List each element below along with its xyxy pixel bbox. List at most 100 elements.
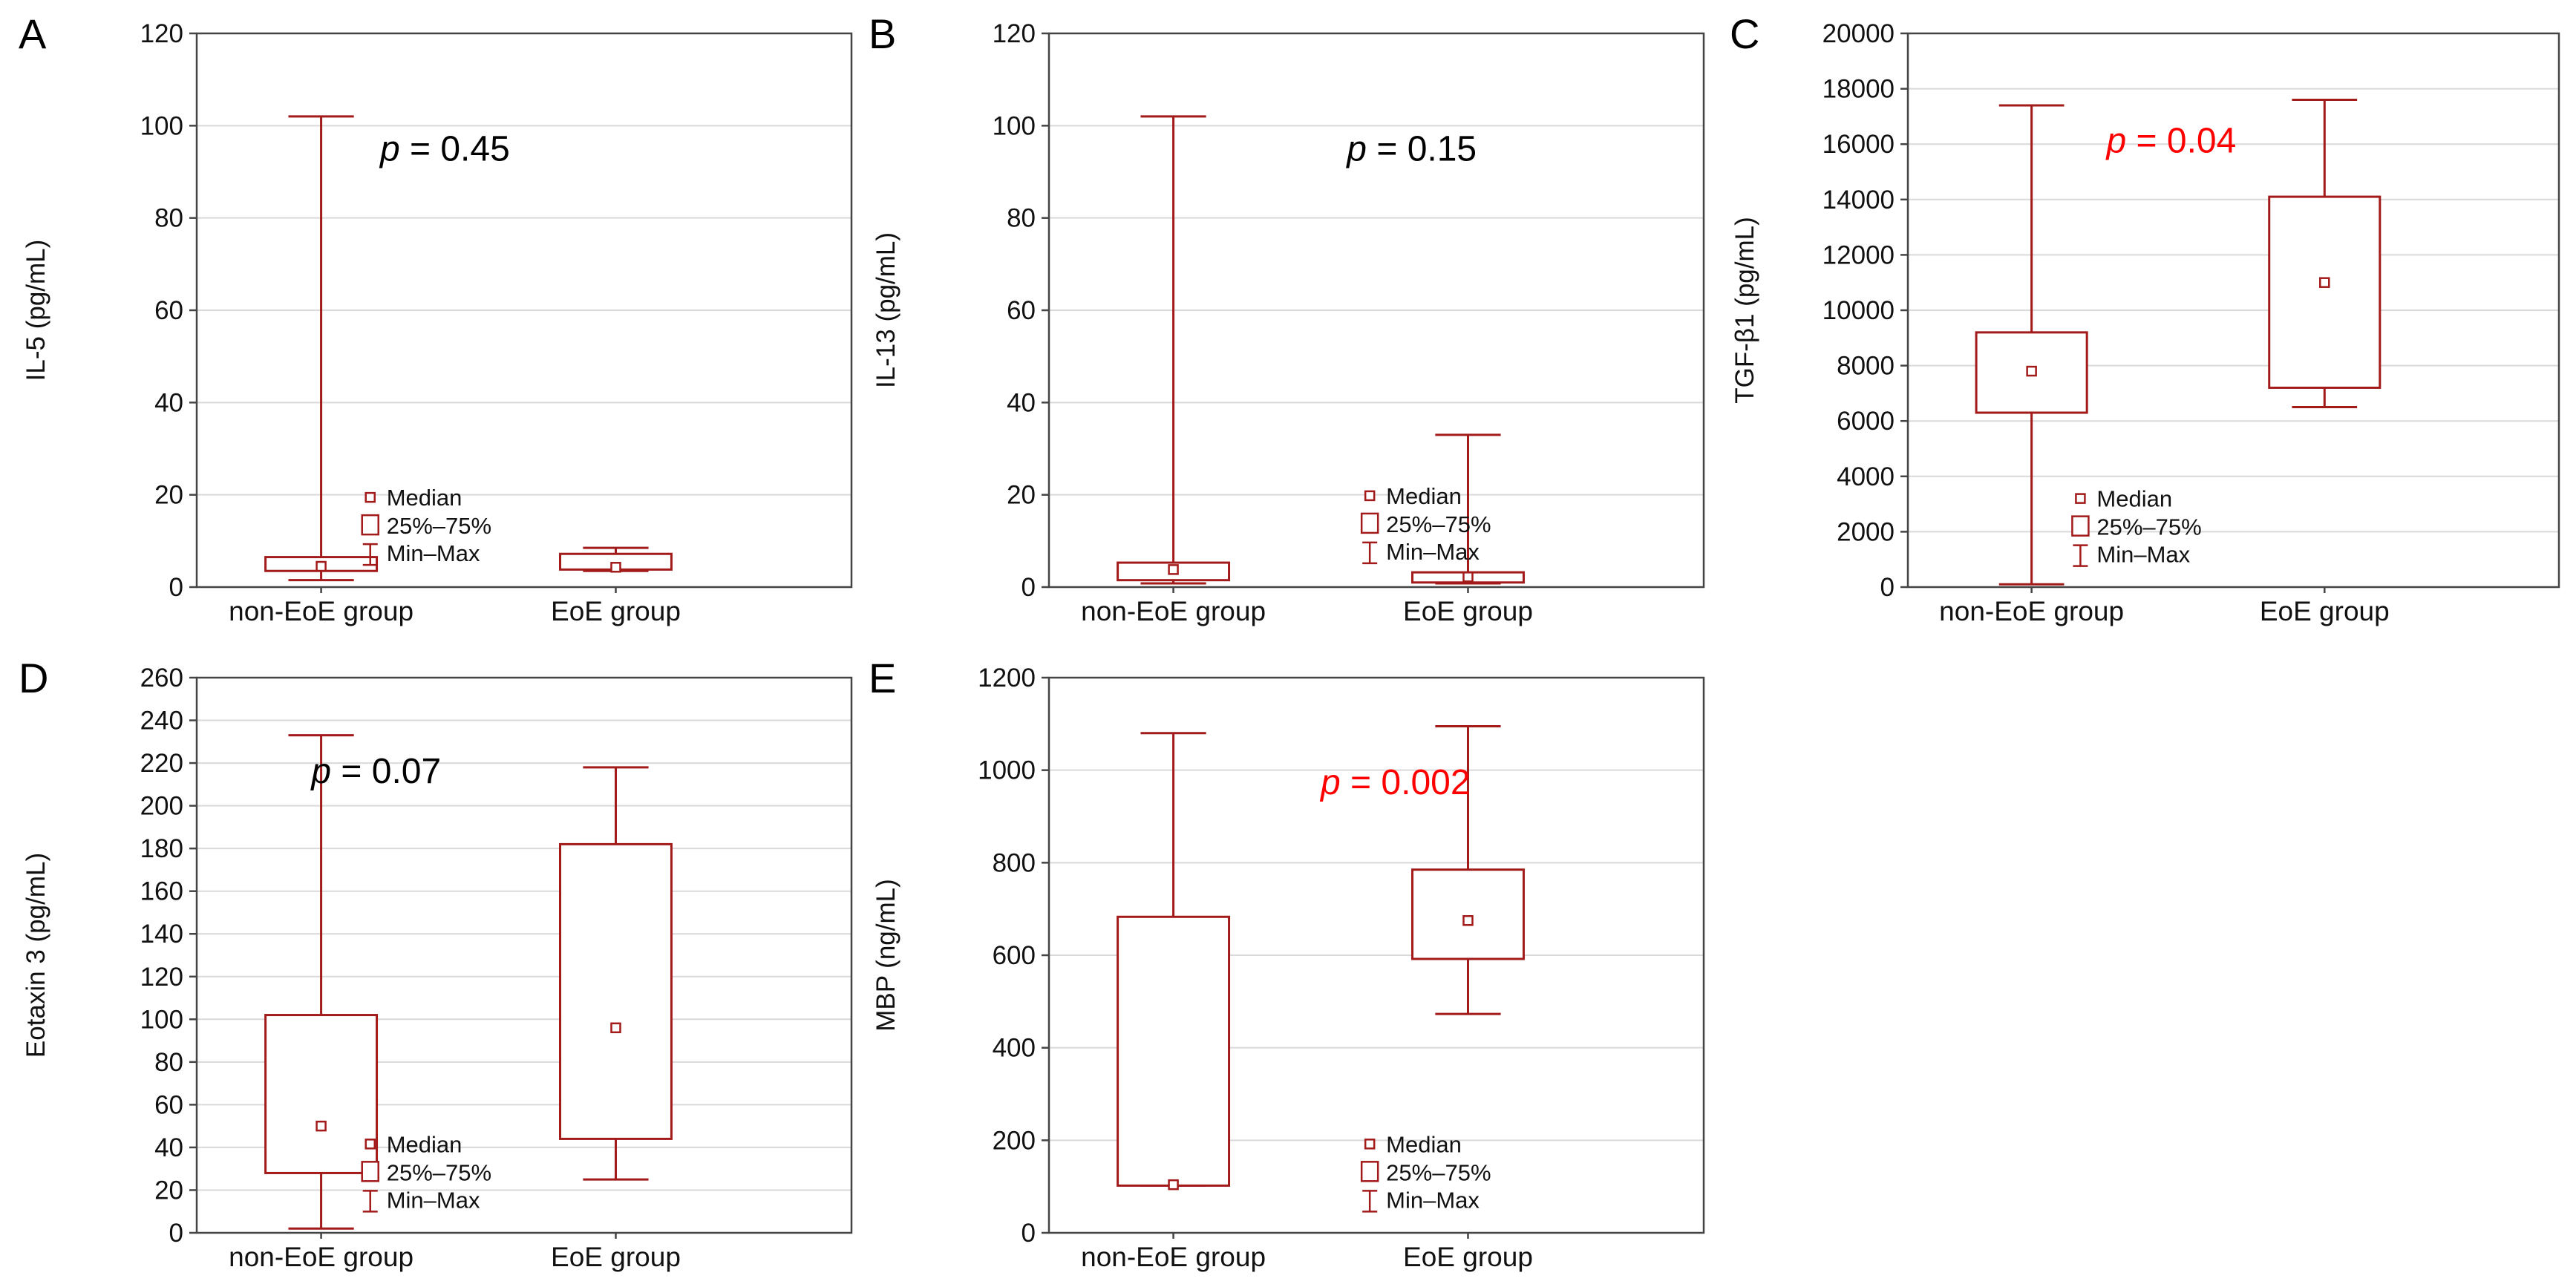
median-marker <box>610 1022 621 1034</box>
median-marker <box>316 1120 327 1132</box>
legend-iqr-icon <box>2071 515 2090 537</box>
y-tick-label: 260 <box>140 664 183 692</box>
legend-iqr-label: 25%–75% <box>1386 1159 1491 1185</box>
legend-iqr-label: 25%–75% <box>387 1159 491 1185</box>
p-value-text: = 0.45 <box>400 130 510 169</box>
panel-letter: C <box>1730 10 1759 57</box>
panel-letter: E <box>869 655 896 701</box>
median-marker <box>2319 277 2330 288</box>
y-tick-label: 20 <box>154 481 183 510</box>
median-marker <box>610 562 621 573</box>
p-value-annotation: p = 0.45 <box>379 130 510 169</box>
y-axis-label: IL-13 (pg/mL) <box>872 232 900 388</box>
legend-range-label: Min–Max <box>2096 542 2190 568</box>
panel-letter: D <box>19 655 48 701</box>
p-value-symbol: p <box>1319 763 1341 802</box>
legend-median-label: Median <box>387 485 462 511</box>
legend-range-icon <box>362 1190 378 1213</box>
legend-median-label: Median <box>1386 1131 1462 1157</box>
y-tick-label: 100 <box>140 111 183 140</box>
y-tick-label: 20 <box>154 1176 183 1205</box>
p-value-symbol: p <box>1345 130 1367 169</box>
y-tick-label: 0 <box>1021 1219 1036 1248</box>
x-category-label: EoE group <box>551 1242 681 1272</box>
y-tick-label: 2000 <box>1837 517 1895 546</box>
panel-d: 0 20 40 60 80 100 120 140 160 180 200 220 240 260 Eota… <box>19 655 853 1272</box>
p-value-text: = 0.15 <box>1367 130 1477 169</box>
p-value-symbol: p <box>2105 121 2126 160</box>
plot-frame <box>195 676 853 1234</box>
y-tick-label: 0 <box>169 573 183 602</box>
x-category-label: EoE group <box>2260 596 2390 626</box>
panel-e: 0 200 400 600 800 1000 1200 MBP (ng/mL) Enon-EoE… <box>869 655 1705 1272</box>
box-group <box>1117 732 1231 1191</box>
x-category-label: non-EoE group <box>1081 1242 1266 1272</box>
y-tick-label: 1000 <box>978 756 1036 785</box>
y-tick-label: 80 <box>154 1048 183 1077</box>
panel-letter: B <box>869 10 896 57</box>
median-marker <box>1462 915 1474 926</box>
box-group <box>559 546 673 573</box>
y-tick-label: 40 <box>1007 388 1036 417</box>
y-axis-label: MBP (ng/mL) <box>872 879 900 1032</box>
y-tick-label: 80 <box>154 204 183 233</box>
y-tick-label: 140 <box>140 920 183 949</box>
iqr-box <box>1411 868 1525 960</box>
legend-iqr-label: 25%–75% <box>387 513 491 539</box>
y-axis-label: IL-5 (pg/mL) <box>22 240 50 381</box>
legend-iqr-icon <box>361 1161 379 1182</box>
box-group <box>1411 433 1525 585</box>
legend-range-icon <box>362 543 378 566</box>
p-value-symbol: p <box>379 130 400 169</box>
y-tick-label: 12000 <box>1823 240 1895 269</box>
p-value-annotation: p = 0.07 <box>310 752 441 791</box>
y-tick-label: 100 <box>993 111 1036 140</box>
y-tick-label: 220 <box>140 749 183 778</box>
x-category-label: non-EoE group <box>229 1242 413 1272</box>
y-tick-label: 100 <box>140 1005 183 1034</box>
y-tick-label: 120 <box>140 963 183 992</box>
legend-median-label: Median <box>1386 483 1462 509</box>
iqr-box <box>2268 195 2382 389</box>
y-tick-label: 14000 <box>1823 186 1895 214</box>
legend-median-label: Median <box>2096 486 2172 512</box>
box-group <box>264 115 379 582</box>
box-group <box>559 766 673 1181</box>
x-category-label: non-EoE group <box>1939 596 2124 626</box>
median-marker <box>2026 365 2037 377</box>
legend-median-icon <box>365 491 376 503</box>
p-value-text: = 0.07 <box>331 752 441 791</box>
y-tick-label: 120 <box>993 19 1036 48</box>
panel-c: 0 2000 4000 6000 8000 10000 12000 14000 16000 180… <box>1730 10 2560 626</box>
y-tick-label: 0 <box>1880 573 1895 602</box>
y-tick-label: 16000 <box>1823 130 1895 159</box>
y-axis-label: Eotaxin 3 (pg/mL) <box>22 853 50 1058</box>
y-tick-label: 120 <box>140 19 183 48</box>
y-tick-label: 0 <box>169 1219 183 1248</box>
y-tick-label: 18000 <box>1823 75 1895 104</box>
y-tick-label: 600 <box>993 941 1036 970</box>
p-value-annotation: p = 0.002 <box>1319 763 1471 802</box>
y-tick-label: 160 <box>140 877 183 906</box>
y-tick-label: 10000 <box>1823 296 1895 325</box>
box-group <box>1975 104 2088 586</box>
x-category-label: EoE group <box>1403 596 1533 626</box>
y-tick-label: 400 <box>993 1034 1036 1063</box>
legend-range-label: Min–Max <box>1386 539 1480 565</box>
y-axis-label: TGF-β1 (pg/mL) <box>1730 217 1759 404</box>
panel-letter: A <box>19 10 47 57</box>
legend-iqr-icon <box>1360 1161 1379 1182</box>
y-tick-label: 240 <box>140 707 183 736</box>
median-marker <box>1168 564 1179 575</box>
y-tick-label: 200 <box>140 792 183 821</box>
median-marker <box>316 560 327 572</box>
iqr-box <box>1117 915 1231 1187</box>
p-value-annotation: p = 0.04 <box>2105 121 2236 160</box>
x-category-label: non-EoE group <box>1081 596 1266 626</box>
y-tick-label: 60 <box>1007 296 1036 325</box>
p-value-text: = 0.002 <box>1341 763 1471 802</box>
